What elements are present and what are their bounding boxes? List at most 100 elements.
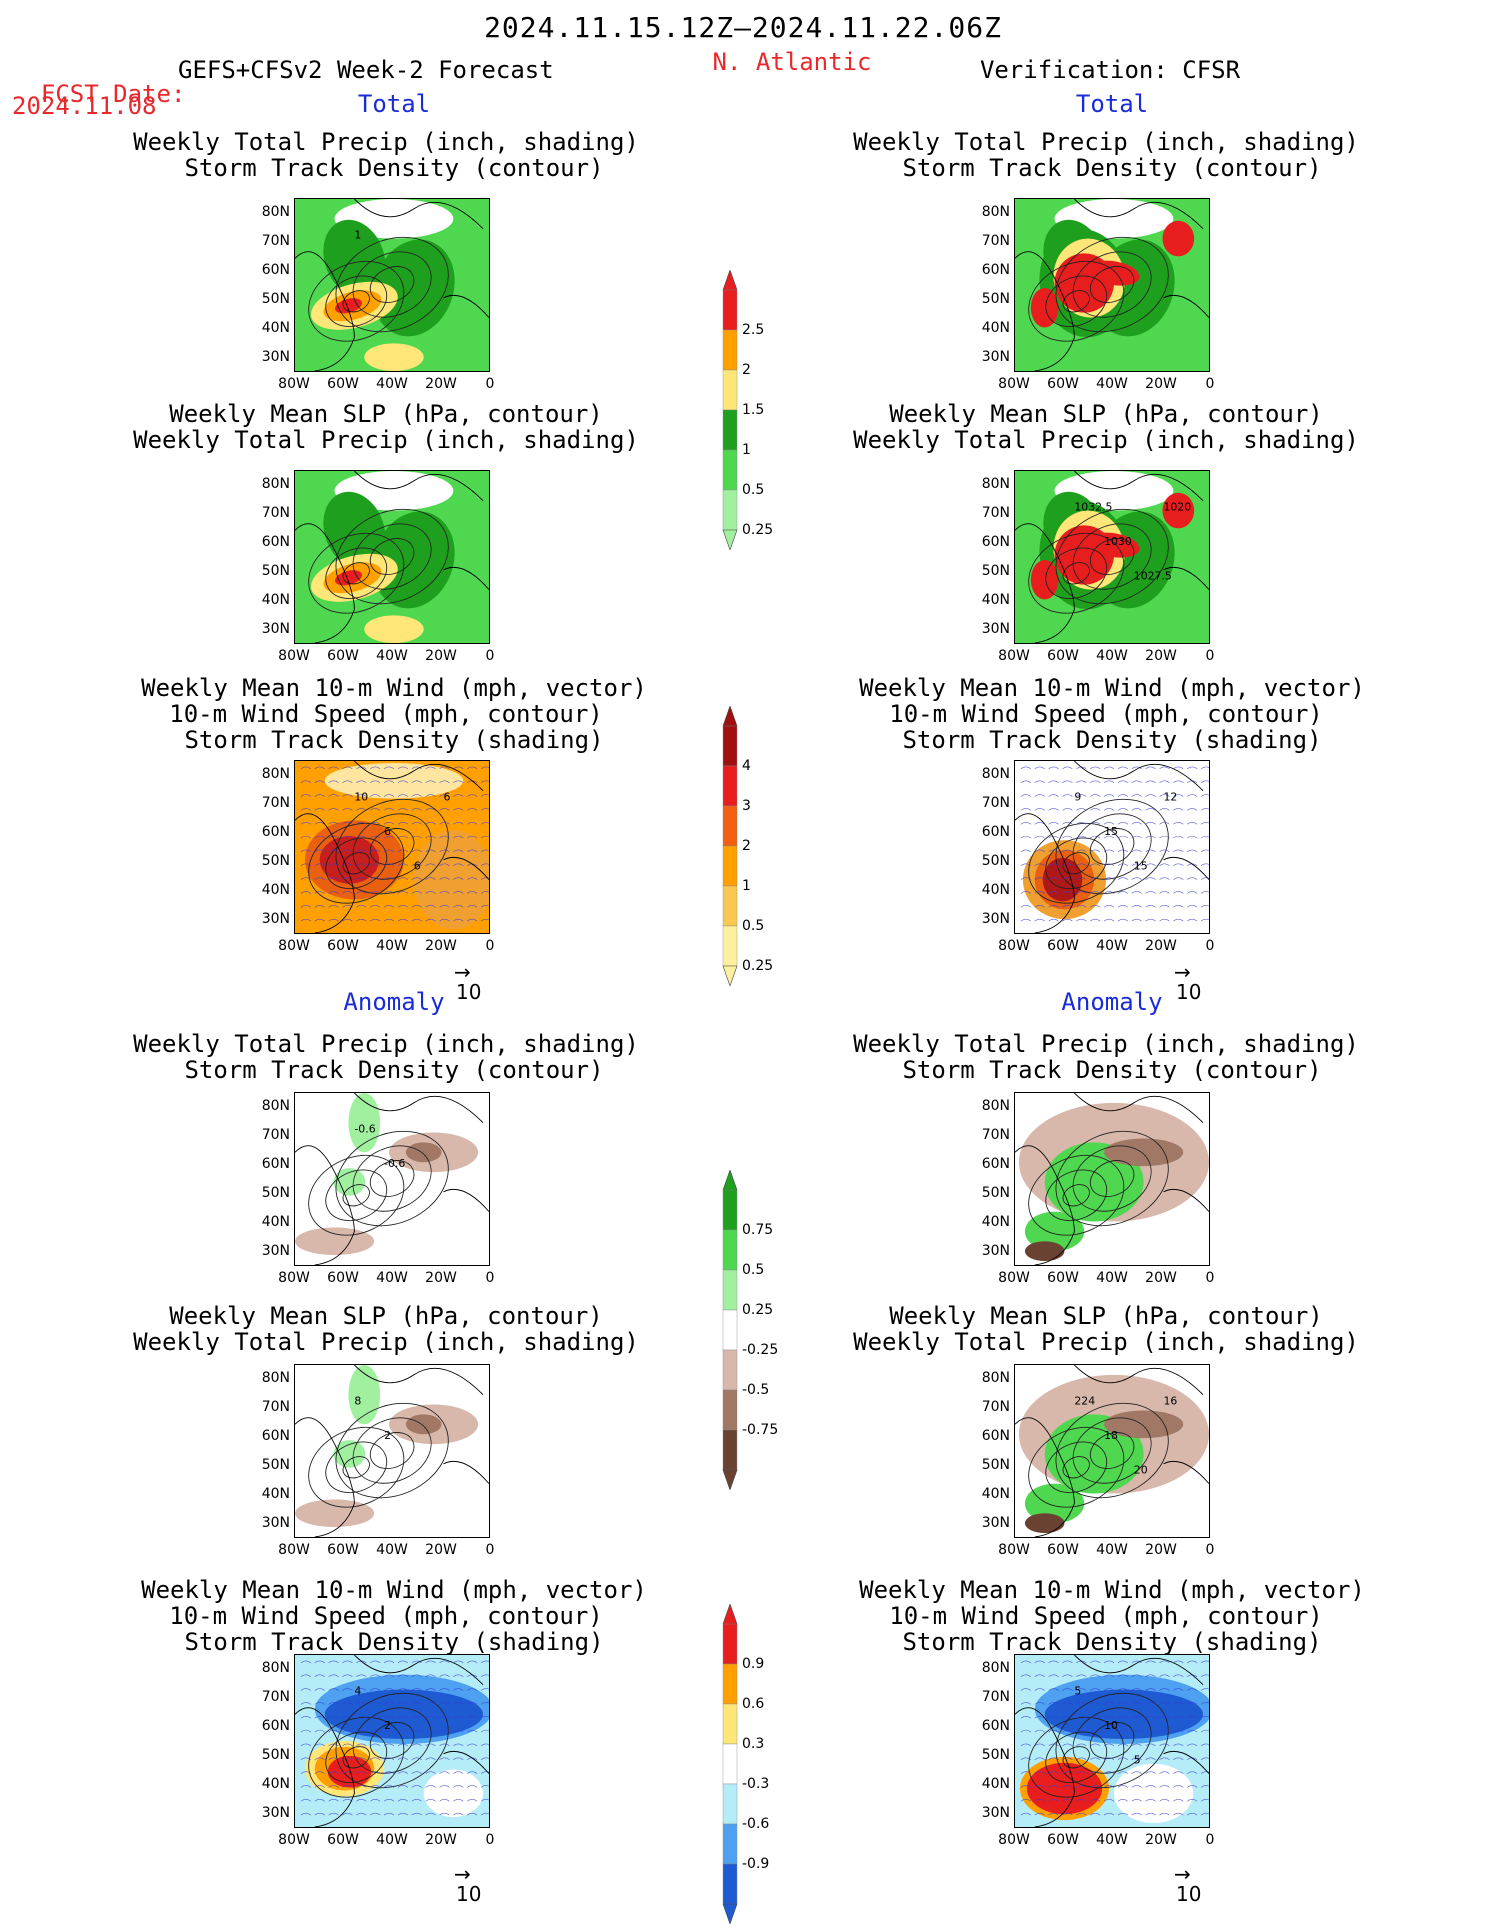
wind-vector — [425, 794, 436, 797]
lon-tick-label: 60W — [327, 1270, 359, 1286]
lon-tick-label: 40W — [1096, 1542, 1128, 1558]
wind-vector — [1117, 849, 1129, 853]
wind-vector — [397, 821, 409, 825]
wind-vector — [1173, 1757, 1184, 1761]
shading-blob — [405, 1414, 442, 1435]
shading-blob — [324, 1689, 484, 1740]
wind-vector — [314, 1674, 325, 1677]
wind-vector — [1200, 808, 1209, 811]
lat-tick-label: 60N — [261, 824, 290, 840]
contour-lines — [1028, 1130, 1169, 1236]
wind-vector — [300, 1674, 312, 1677]
wind-vector — [467, 1715, 478, 1719]
contour-label: 15 — [1134, 860, 1148, 873]
wind-vector — [425, 849, 436, 853]
shading-blob — [1024, 1513, 1065, 1534]
lat-tick-label: 60N — [261, 1428, 290, 1444]
wind-vector — [411, 905, 422, 908]
lon-tick-label: 0 — [1205, 376, 1215, 392]
wind-vector — [480, 1771, 489, 1774]
contour-line — [342, 562, 370, 585]
contour-line — [369, 1432, 415, 1470]
lat-tick-label: 50N — [981, 291, 1010, 307]
lat-tick-label: 30N — [261, 911, 290, 927]
lat-tick-label: 80N — [261, 1370, 290, 1386]
contour-line — [1062, 1456, 1090, 1479]
shading-blob — [295, 1227, 375, 1256]
wind-vector — [1020, 918, 1032, 922]
wind-vector — [383, 794, 395, 797]
wind-vector — [467, 1702, 478, 1705]
wind-vector — [1034, 918, 1045, 922]
wind-vector — [1159, 808, 1170, 811]
contour-line — [308, 532, 405, 614]
lon-tick-label: 20W — [1145, 1270, 1177, 1286]
colorbar-segment — [722, 489, 738, 531]
wind-vector — [1048, 891, 1059, 894]
wind-vector — [1048, 918, 1059, 922]
wind-vector — [1062, 1702, 1073, 1705]
title-fc-slp-total-2: Weekly Total Precip (inch, shading) — [133, 426, 639, 454]
wind-vector — [370, 1702, 381, 1705]
wind-vector — [1131, 877, 1142, 880]
wind-vector — [1076, 849, 1087, 853]
wind-vector — [342, 1743, 353, 1747]
wind-vector — [370, 1674, 381, 1677]
wind-vector — [370, 780, 381, 783]
wind-vector — [1187, 1715, 1198, 1719]
wind-vector — [453, 1812, 464, 1816]
wind-vector — [1076, 918, 1087, 922]
colorbar-label: 1.5 — [742, 402, 765, 418]
wind-vector — [1159, 835, 1170, 839]
wind-vector — [1062, 1688, 1073, 1691]
wind-vector — [342, 863, 353, 867]
wind-vector — [1145, 877, 1156, 880]
wind-vector — [425, 1729, 436, 1733]
colorbar-cap — [722, 1603, 738, 1625]
contour-line — [335, 1130, 449, 1227]
wind-vector — [480, 918, 489, 922]
wind-vector — [1076, 1688, 1087, 1691]
wind-vector — [1090, 877, 1101, 880]
wind-vector — [1200, 835, 1209, 839]
wind-vector — [328, 905, 339, 908]
contour-line — [352, 251, 432, 318]
wind-vector — [300, 849, 312, 853]
lon-tick-label: 0 — [485, 1270, 495, 1286]
shading-blob — [364, 343, 424, 371]
colorbar-segment — [722, 409, 738, 451]
wind-vector — [425, 766, 436, 770]
wind-vector — [453, 780, 464, 783]
wind-vector — [1145, 905, 1156, 908]
wind-vector — [314, 891, 325, 894]
contour-line — [342, 1184, 370, 1207]
wind-vector — [328, 891, 339, 894]
title-obs-slp-anom-2: Weekly Total Precip (inch, shading) — [853, 1328, 1359, 1356]
shading-blob — [1162, 220, 1195, 257]
wind-vector — [1090, 821, 1101, 825]
lat-tick-label: 60N — [261, 1156, 290, 1172]
wind-vector — [411, 766, 422, 770]
contour-lines — [308, 1692, 449, 1798]
contour-line — [308, 260, 405, 342]
map-fc-wind-total: 10 6 6 6 — [294, 760, 490, 934]
shading-blob — [1026, 1762, 1103, 1815]
wind-vector — [1145, 1757, 1156, 1761]
lon-tick-label: 20W — [425, 1542, 457, 1558]
wind-vector — [300, 1771, 312, 1774]
wind-vector — [1131, 905, 1142, 908]
wind-vector — [1020, 1702, 1032, 1705]
lat-tick-label: 40N — [261, 1486, 290, 1502]
map-obs-wind-anom: 5 10 5 — [1014, 1654, 1210, 1828]
wind-vector — [1103, 1674, 1115, 1677]
colorbar-segment — [722, 1269, 738, 1311]
colorbar-segment — [722, 1389, 738, 1431]
wind-vector — [453, 808, 464, 811]
vector-reference-arrow: → — [454, 960, 471, 984]
wind-vector — [425, 780, 436, 783]
wind-vector — [1145, 863, 1156, 867]
title-obs-wind-anom-1: Weekly Mean 10-m Wind (mph, vector) — [859, 1576, 1365, 1604]
contour-line — [1028, 260, 1125, 342]
wind-vector — [425, 891, 436, 894]
wind-vector — [1145, 918, 1156, 922]
